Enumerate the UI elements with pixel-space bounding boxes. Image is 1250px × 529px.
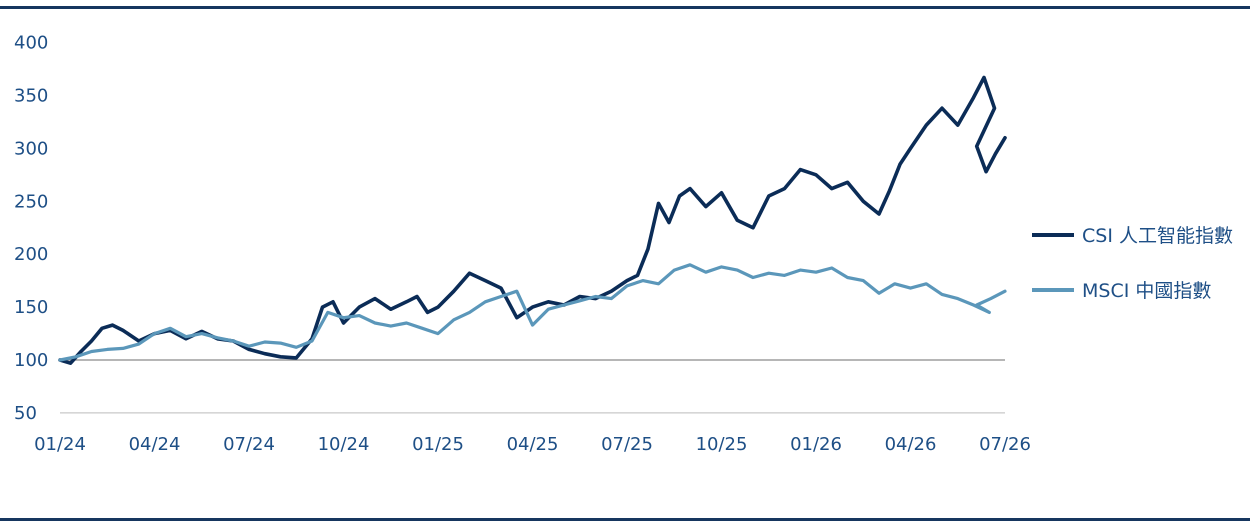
legend-label: MSCI 中國指數 bbox=[1082, 280, 1211, 302]
y-tick-label: 250 bbox=[14, 191, 48, 212]
series-line-msci-china bbox=[58, 263, 1007, 362]
x-tick-label: 04/25 bbox=[507, 434, 559, 455]
y-tick-label: 50 bbox=[14, 403, 37, 424]
x-tick-label: 07/24 bbox=[223, 434, 275, 455]
x-tick-label: 04/24 bbox=[129, 434, 181, 455]
x-tick-label: 01/25 bbox=[412, 434, 464, 455]
legend-label: CSI 人工智能指數 bbox=[1082, 225, 1233, 247]
x-tick-label: 10/25 bbox=[696, 434, 748, 455]
y-tick-label: 300 bbox=[14, 138, 48, 159]
x-tick-label: 04/26 bbox=[885, 434, 937, 455]
y-tick-label: 200 bbox=[14, 244, 48, 265]
y-tick-label: 400 bbox=[14, 33, 48, 54]
top-rule bbox=[0, 6, 1250, 9]
bottom-rule bbox=[0, 518, 1250, 521]
x-tick-label: 07/26 bbox=[979, 434, 1031, 455]
x-tick-label: 01/24 bbox=[34, 434, 86, 455]
x-axis: 01/24 04/24 07/24 10/24 01/25 04/25 07/25 10/25… bbox=[34, 434, 1031, 455]
legend: CSI 人工智能指數 MSCI 中國指數 bbox=[1032, 225, 1233, 302]
y-tick-label: 150 bbox=[14, 297, 48, 318]
y-tick-label: 100 bbox=[14, 350, 48, 371]
y-tick-label: 350 bbox=[14, 86, 48, 107]
x-tick-label: 10/24 bbox=[318, 434, 370, 455]
plot-area bbox=[58, 75, 1007, 414]
x-tick-label: 07/25 bbox=[601, 434, 653, 455]
y-axis: 400 350 300 250 200 150 100 50 bbox=[14, 33, 48, 424]
series-line-csi-ai bbox=[58, 75, 1007, 365]
x-tick-label: 01/26 bbox=[790, 434, 842, 455]
